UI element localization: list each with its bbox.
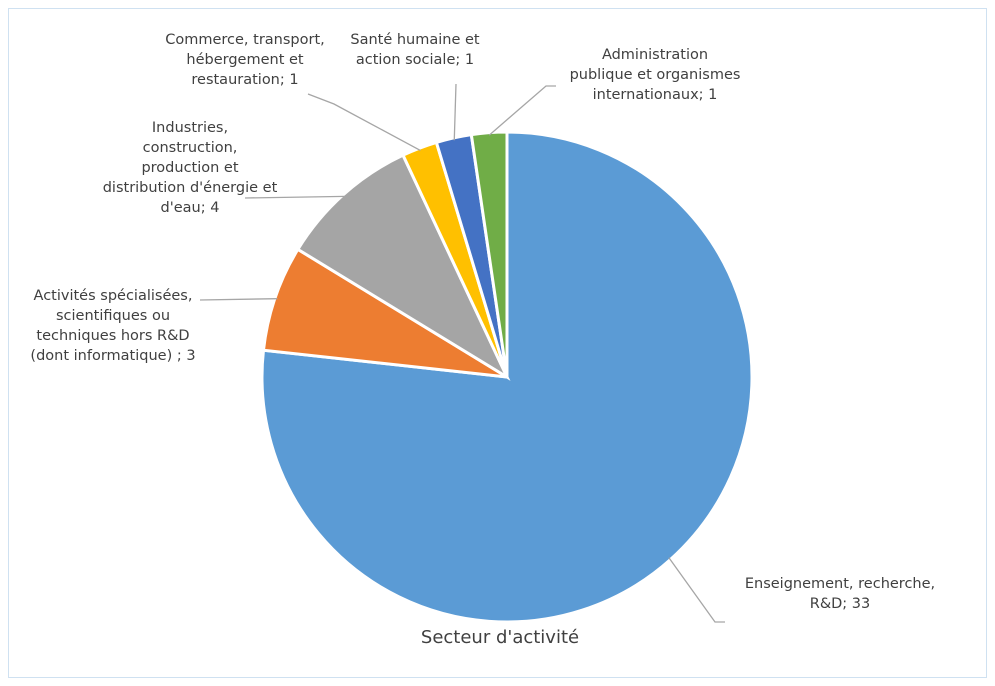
data-label-administration: Administration publique et organismes in… xyxy=(569,47,741,103)
data-label-activites-specialisees: Activités spécialisées, scientifiques ou… xyxy=(30,288,196,364)
leader-line-commerce xyxy=(307,93,421,152)
data-label-enseignement: Enseignement, recherche, R&D; 33 xyxy=(744,576,936,612)
leader-line-industries xyxy=(244,195,346,199)
pie-slice-administration xyxy=(469,130,509,378)
pie-slice-activites-specialisees xyxy=(261,247,508,379)
pie-slice-industries xyxy=(295,153,511,381)
leader-line-administration xyxy=(488,85,556,136)
data-label-sante: Santé humaine et action sociale; 1 xyxy=(350,32,480,68)
leader-line-enseignement xyxy=(668,557,725,623)
data-label-industries: Industries, construction, production et … xyxy=(102,120,278,216)
chart-title: Secteur d'activité xyxy=(420,627,580,648)
leader-line-sante xyxy=(453,83,457,141)
data-label-commerce: Commerce, transport, hébergement et rest… xyxy=(165,32,325,88)
leader-line-activites-specialisees xyxy=(199,298,278,301)
